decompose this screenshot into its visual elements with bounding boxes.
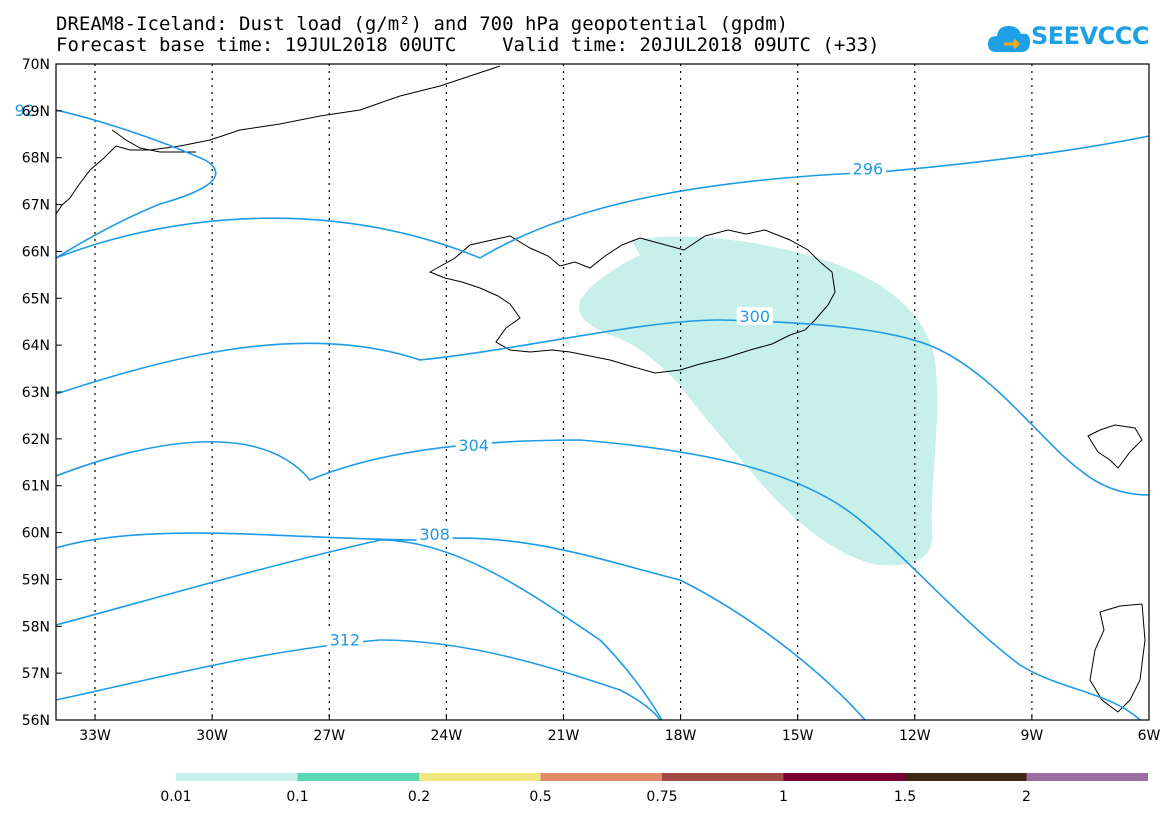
- lon-label: 27W: [313, 728, 345, 744]
- lat-label: 58N: [22, 619, 50, 635]
- lat-label: 69N: [22, 104, 50, 120]
- colorbar-segment: [905, 773, 1027, 781]
- lat-label: 70N: [22, 57, 50, 73]
- colorbar-segment: [297, 773, 419, 781]
- contour-312: [56, 539, 663, 720]
- colorbar-segment: [783, 773, 905, 781]
- colorbar-segment: [176, 773, 298, 781]
- lon-label: 12W: [899, 728, 931, 744]
- lon-label: 18W: [665, 728, 697, 744]
- contour-label: 312: [330, 630, 361, 649]
- contour-296: [56, 135, 1149, 259]
- colorbar-label: 2: [1022, 789, 1031, 805]
- colorbar-label: 0.1: [286, 789, 308, 805]
- latitude-labels: 70N 69N 68N 67N 66N 65N 64N 63N 62N 61N 60N 59N 58N 5…: [22, 57, 62, 729]
- lat-label: 61N: [22, 479, 50, 495]
- contour-292: [56, 109, 217, 259]
- colorbar-label: 1.5: [894, 789, 916, 805]
- contour-label-bg: [849, 159, 886, 178]
- contour-304: [56, 439, 1141, 720]
- contour-300: [56, 319, 1149, 496]
- contour-label-bg: [416, 524, 453, 543]
- lat-label: 68N: [22, 151, 50, 167]
- contour-label: 92: [15, 101, 35, 120]
- coastlines: [56, 65, 1146, 713]
- lon-label: 15W: [782, 728, 814, 744]
- contour-label-bg: [11, 100, 38, 119]
- lat-label: 60N: [22, 526, 50, 542]
- cloud-icon: [988, 26, 1030, 52]
- colorbar-label: 0.01: [160, 789, 191, 805]
- geopotential-contours: [56, 109, 1149, 720]
- lon-label: 21W: [548, 728, 580, 744]
- lat-label: 64N: [22, 338, 50, 354]
- lat-label: 63N: [22, 385, 50, 401]
- lat-label: 65N: [22, 291, 50, 307]
- lon-label: 6W: [1138, 728, 1161, 744]
- map-frame: [55, 63, 1150, 721]
- lat-label: 67N: [22, 198, 50, 214]
- contour-label: 304: [458, 436, 489, 455]
- colorbar-segment: [662, 773, 784, 781]
- colorbar-label: 1: [779, 789, 788, 805]
- dust-load-area: [579, 236, 938, 566]
- contour-label-bg: [455, 435, 492, 454]
- colorbar-label: 0.75: [646, 789, 677, 805]
- contour-308: [56, 532, 866, 720]
- lon-label: 30W: [196, 728, 228, 744]
- logo-text: SEEVCCC: [1031, 22, 1150, 50]
- map-subtitle: Forecast base time: 19JUL2018 00UTC Vali…: [56, 34, 880, 56]
- lat-label: 66N: [22, 244, 50, 260]
- colorbar-segment: [540, 773, 662, 781]
- graticule: [94, 64, 1033, 720]
- lat-label: 57N: [22, 666, 50, 682]
- contour-label-bg: [326, 630, 363, 649]
- map-title: DREAM8-Iceland: Dust load (g/m²) and 700…: [56, 13, 789, 35]
- lat-label: 59N: [22, 572, 50, 588]
- contour-label: 308: [419, 525, 450, 544]
- lon-label: 9W: [1021, 728, 1044, 744]
- contour-312b: [56, 639, 661, 720]
- colorbar: 0.01 0.1 0.2 0.5 0.75 1 1.5 2: [160, 773, 1148, 805]
- lat-label: 62N: [22, 432, 50, 448]
- contour-label-bg: [736, 307, 773, 326]
- longitude-labels: 33W 30W 27W 24W 21W 18W 15W 12W 9W 6W: [79, 714, 1161, 744]
- colorbar-segment: [419, 773, 541, 781]
- contour-label: 296: [853, 159, 884, 178]
- colorbar-segment: [1026, 773, 1148, 781]
- contour-labels: 296 300 304 308 312 92: [11, 100, 886, 649]
- colorbar-label: 0.2: [408, 789, 430, 805]
- lon-label: 33W: [79, 728, 111, 744]
- lon-label: 24W: [431, 728, 463, 744]
- lat-label: 56N: [22, 713, 50, 729]
- colorbar-label: 0.5: [529, 789, 551, 805]
- contour-label: 300: [739, 307, 770, 326]
